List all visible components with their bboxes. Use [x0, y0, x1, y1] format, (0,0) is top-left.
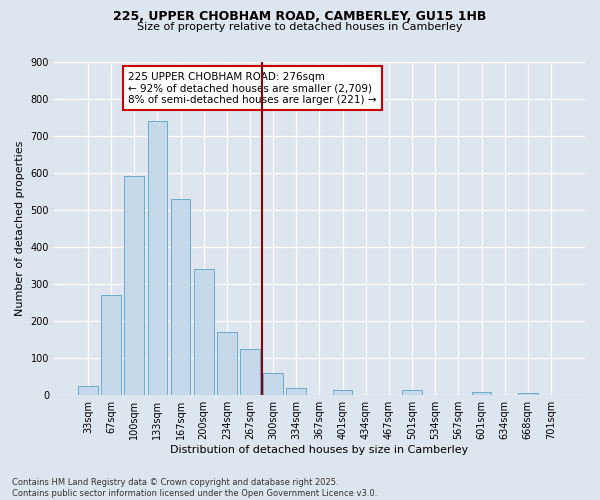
Bar: [217, 332, 236, 395]
Bar: [124, 176, 144, 395]
Bar: [402, 390, 422, 395]
Bar: [518, 394, 538, 395]
X-axis label: Distribution of detached houses by size in Camberley: Distribution of detached houses by size …: [170, 445, 469, 455]
Bar: [148, 121, 167, 395]
Bar: [194, 269, 214, 395]
Bar: [263, 373, 283, 395]
Text: 225, UPPER CHOBHAM ROAD, CAMBERLEY, GU15 1HB: 225, UPPER CHOBHAM ROAD, CAMBERLEY, GU15…: [113, 10, 487, 23]
Bar: [472, 392, 491, 395]
Text: Contains HM Land Registry data © Crown copyright and database right 2025.
Contai: Contains HM Land Registry data © Crown c…: [12, 478, 377, 498]
Bar: [240, 349, 260, 395]
Bar: [78, 386, 98, 395]
Bar: [101, 295, 121, 395]
Bar: [333, 390, 352, 395]
Bar: [170, 198, 190, 395]
Y-axis label: Number of detached properties: Number of detached properties: [15, 140, 25, 316]
Bar: [286, 388, 306, 395]
Text: 225 UPPER CHOBHAM ROAD: 276sqm
← 92% of detached houses are smaller (2,709)
8% o: 225 UPPER CHOBHAM ROAD: 276sqm ← 92% of …: [128, 72, 377, 104]
Text: Size of property relative to detached houses in Camberley: Size of property relative to detached ho…: [137, 22, 463, 32]
